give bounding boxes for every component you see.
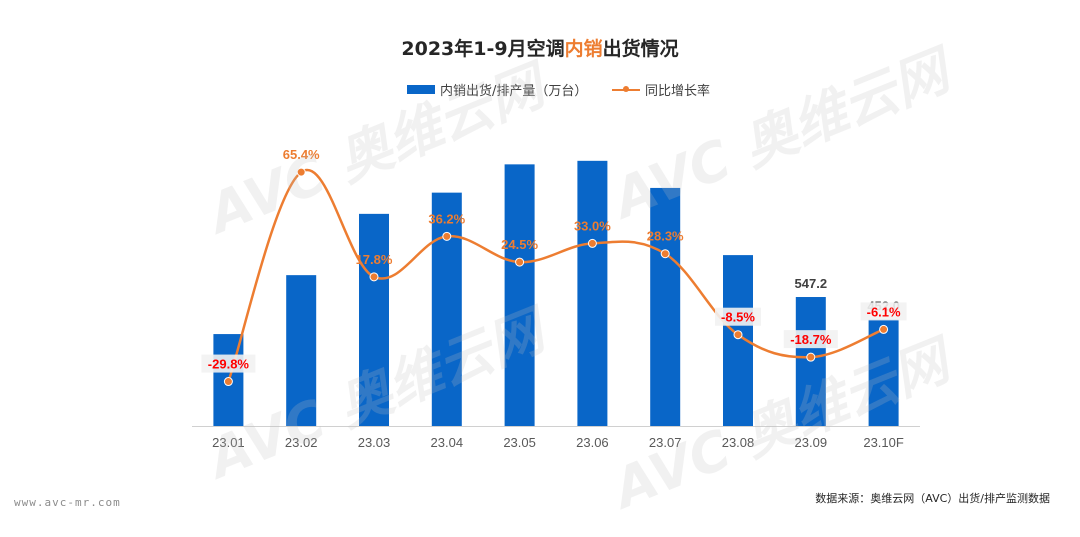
growth-rate-point [806, 352, 816, 362]
legend-item-bar: 内销出货/排产量（万台） [407, 80, 587, 99]
x-tick-label: 23.02 [285, 435, 318, 450]
x-tick-label: 23.09 [795, 435, 828, 450]
x-tick-label: 23.08 [722, 435, 755, 450]
x-tick-label: 23.06 [576, 435, 609, 450]
growth-data-label: -6.1% [867, 304, 901, 319]
growth-label-bg [201, 354, 256, 373]
x-tick-label: 23.10F [863, 435, 904, 450]
growth-rate-point [296, 167, 306, 177]
x-tick-label: 23.07 [649, 435, 682, 450]
legend-line-label: 同比增长率 [645, 84, 711, 99]
bar [650, 187, 681, 426]
growth-data-label: 36.2% [428, 211, 465, 226]
legend-item-line: 同比增长率 [612, 80, 710, 99]
growth-rate-line [227, 168, 885, 382]
growth-data-label: 17.8% [356, 252, 393, 267]
growth-rate-point [369, 272, 379, 282]
growth-label-bg [860, 302, 907, 321]
growth-label-bg [715, 307, 761, 326]
growth-rate-point [442, 231, 452, 241]
growth-data-label: -8.5% [721, 310, 755, 325]
bar [577, 160, 608, 427]
data-source: 数据来源：奥维云网（AVC）出货/排产监测数据 [815, 492, 1050, 505]
growth-data-label: 65.4% [283, 147, 320, 162]
growth-data-label: 24.5% [501, 237, 538, 252]
growth-data-label: -29.8% [208, 357, 250, 372]
x-tick-label: 23.04 [431, 435, 464, 450]
site-url: www.avc-mr.com [14, 496, 121, 509]
growth-rate-point [660, 249, 670, 259]
growth-rate-point [515, 257, 525, 267]
x-tick-label: 23.01 [212, 435, 245, 450]
bar [504, 164, 535, 426]
growth-rate-point [587, 238, 597, 248]
growth-label-bg [783, 330, 838, 349]
chart-title: 2023年1-9月空调内销出货情况 [401, 38, 679, 60]
bar [868, 319, 899, 426]
growth-rate-point [733, 330, 743, 340]
growth-data-label: -18.7% [790, 332, 832, 347]
legend-bar-label: 内销出货/排产量（万台） [440, 84, 588, 99]
bar-data-label: 547.2 [795, 276, 828, 291]
x-tick-label: 23.03 [358, 435, 391, 450]
growth-data-label: 33.0% [574, 218, 611, 233]
growth-rate-point [223, 377, 233, 387]
bar [286, 275, 317, 426]
legend-line-swatch [612, 85, 640, 92]
legend-bar-swatch [407, 85, 435, 94]
growth-data-label: 28.3% [647, 229, 684, 244]
bar [359, 213, 389, 426]
x-tick-label: 23.05 [503, 435, 536, 450]
bar [431, 192, 462, 426]
growth-rate-point [879, 324, 889, 334]
